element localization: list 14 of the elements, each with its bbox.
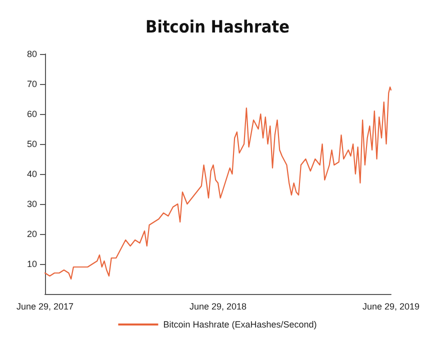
y-tick-label: 60	[26, 109, 37, 119]
chart-title: Bitcoin Hashrate	[146, 18, 290, 38]
y-tick-label: 30	[26, 199, 37, 209]
x-tick-label: June 29, 2019	[362, 302, 420, 312]
y-tick-label: 70	[26, 79, 37, 89]
line-series	[44, 86, 392, 280]
y-tick-label: 80	[26, 49, 37, 59]
y-tick-label: 20	[26, 229, 37, 239]
y-tick-label: 50	[26, 139, 37, 149]
y-tick-label: 40	[26, 169, 37, 179]
y-tick-label: 10	[26, 259, 37, 269]
x-tick-label: June 29, 2018	[189, 302, 247, 312]
x-tick-label: June 29, 2017	[16, 302, 74, 312]
legend-label: Bitcoin Hashrate (ExaHashes/Second)	[163, 320, 317, 330]
